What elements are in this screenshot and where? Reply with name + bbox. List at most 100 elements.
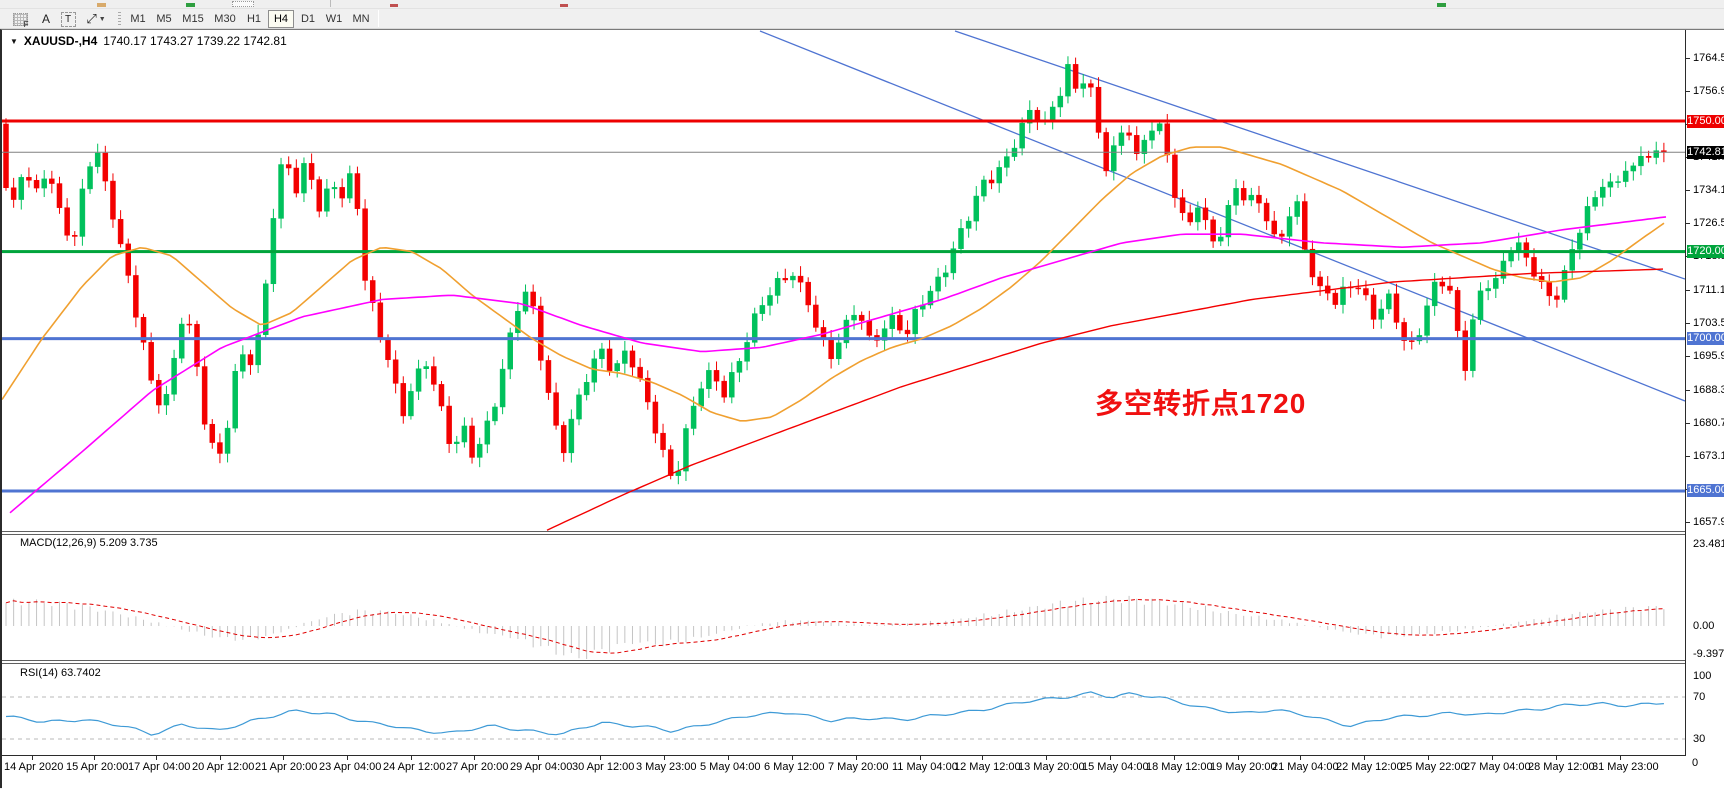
text-label-tool-button[interactable]: A bbox=[34, 10, 58, 28]
diagonal-arrows-icon: ⤢ bbox=[86, 11, 97, 26]
timeframe-button-M15[interactable]: M15 bbox=[182, 13, 204, 25]
price-tick-mark bbox=[1686, 422, 1690, 424]
time-axis-label: 31 May 23:00 bbox=[1592, 761, 1659, 773]
rsi-line bbox=[5, 691, 1664, 736]
price-badge-1700.00: 1700.00 bbox=[1687, 332, 1724, 346]
time-tick-mark bbox=[220, 756, 221, 760]
clipped-icon bbox=[390, 4, 398, 7]
time-axis-label: 28 May 12:00 bbox=[1528, 761, 1595, 773]
time-tick-mark bbox=[856, 756, 857, 760]
grid-icon: F bbox=[12, 12, 29, 29]
macd-label: MACD(12,26,9) 5.209 3.735 bbox=[20, 537, 158, 549]
time-tick-mark bbox=[538, 756, 539, 760]
timeframe-button-M1[interactable]: M1 bbox=[130, 13, 146, 25]
macd-layer bbox=[5, 595, 1665, 659]
time-axis-label: 5 May 04:00 bbox=[700, 761, 761, 773]
price-tick-label: 1756.90 bbox=[1693, 84, 1724, 97]
timeframe-button-M5[interactable]: M5 bbox=[156, 13, 172, 25]
time-axis-label: 23 Apr 04:00 bbox=[319, 761, 382, 773]
horizontal-lines-layer[interactable] bbox=[2, 119, 1685, 493]
time-tick-mark bbox=[94, 756, 95, 760]
timeframe-button-H4[interactable]: H4 bbox=[268, 10, 294, 28]
clipped-icon bbox=[232, 1, 254, 7]
time-tick-mark bbox=[1620, 756, 1621, 760]
timeframe-button-D1[interactable]: D1 bbox=[300, 13, 316, 25]
ma-mid-magenta bbox=[9, 216, 1667, 514]
time-tick-mark bbox=[1300, 756, 1301, 760]
price-tick-mark bbox=[1686, 57, 1690, 59]
toolbar-grip-handle[interactable] bbox=[118, 12, 121, 26]
time-axis[interactable]: 14 Apr 2020 15 Apr 20:00 17 Apr 04:00 20 Ap… bbox=[2, 755, 1724, 789]
price-tick-mark bbox=[1686, 290, 1690, 292]
clipped-icon bbox=[97, 3, 106, 7]
time-axis-label: 15 Apr 20:00 bbox=[66, 761, 129, 773]
price-tick-label: 1657.90 bbox=[1693, 515, 1724, 528]
price-tick-mark bbox=[1686, 190, 1690, 192]
rsi-layer bbox=[2, 691, 1685, 740]
time-tick-mark bbox=[1556, 756, 1557, 760]
macd-axis-label: -9.397 bbox=[1693, 648, 1724, 660]
price-badge-1742.81: 1742.81 bbox=[1687, 145, 1724, 159]
chart-window: ▼ XAUUSD-,H4 1740.17 1743.27 1739.22 174… bbox=[0, 29, 1724, 789]
time-tick-mark bbox=[283, 756, 284, 760]
hline-1750[interactable] bbox=[2, 119, 1685, 123]
time-axis-label: 13 May 20:00 bbox=[1018, 761, 1085, 773]
hline-1665[interactable] bbox=[2, 489, 1685, 493]
cursor-arrows-tool-button[interactable]: ⤢ ▼ bbox=[84, 10, 108, 28]
clipped-divider bbox=[330, 0, 331, 7]
time-tick-mark bbox=[32, 756, 33, 760]
rsi-label: RSI(14) 63.7402 bbox=[20, 667, 101, 679]
macd-axis-label: 0.00 bbox=[1693, 620, 1715, 632]
chart-title: ▼ XAUUSD-,H4 1740.17 1743.27 1739.22 174… bbox=[10, 34, 287, 48]
price-tick-label: 1734.10 bbox=[1693, 184, 1724, 197]
time-tick-mark bbox=[411, 756, 412, 760]
price-tick-mark bbox=[1686, 356, 1690, 358]
hline-1700[interactable] bbox=[2, 337, 1685, 341]
time-axis-label: 7 May 20:00 bbox=[828, 761, 889, 773]
clipped-icon bbox=[560, 4, 568, 7]
chart-canvas[interactable] bbox=[2, 30, 1685, 789]
price-axis[interactable]: 1764.501756.901749.301741.701734.101726.… bbox=[1685, 30, 1724, 756]
clipped-icon bbox=[186, 3, 195, 7]
toolbar-edge-divider bbox=[378, 10, 379, 27]
clipped-toolbar-row bbox=[0, 0, 1724, 9]
price-tick-label: 1726.50 bbox=[1693, 217, 1724, 230]
timeframe-button-W1[interactable]: W1 bbox=[325, 13, 343, 25]
time-axis-label: 21 Apr 20:00 bbox=[255, 761, 318, 773]
timeframe-button-H1[interactable]: H1 bbox=[246, 13, 262, 25]
panel-splitter-rsi[interactable] bbox=[2, 660, 1685, 664]
hline-1720[interactable] bbox=[2, 250, 1685, 254]
time-axis-label: 15 May 04:00 bbox=[1082, 761, 1149, 773]
ma-fast-orange bbox=[2, 146, 1665, 422]
time-tick-mark bbox=[664, 756, 665, 760]
time-tick-mark bbox=[728, 756, 729, 760]
time-axis-label: 19 May 20:00 bbox=[1210, 761, 1277, 773]
time-axis-label: 27 Apr 20:00 bbox=[446, 761, 509, 773]
time-tick-mark bbox=[792, 756, 793, 760]
time-tick-mark bbox=[600, 756, 601, 760]
time-axis-label: 17 Apr 04:00 bbox=[128, 761, 191, 773]
time-tick-mark bbox=[1428, 756, 1429, 760]
time-axis-label: 22 May 12:00 bbox=[1336, 761, 1403, 773]
chart-symbol-label: XAUUSD-,H4 bbox=[23, 34, 98, 48]
time-tick-mark bbox=[1492, 756, 1493, 760]
time-tick-mark bbox=[1238, 756, 1239, 760]
price-tick-mark bbox=[1686, 455, 1690, 457]
price-tick-label: 1680.70 bbox=[1693, 416, 1724, 429]
text-box-tool-button[interactable]: T bbox=[56, 10, 80, 28]
pattern-grid-tool-button[interactable]: F bbox=[8, 10, 32, 29]
text-box-icon: T bbox=[60, 11, 76, 27]
price-tick-mark bbox=[1686, 389, 1690, 391]
timeframe-button-MN[interactable]: MN bbox=[352, 13, 370, 25]
price-tick-label: 1764.50 bbox=[1693, 51, 1724, 64]
time-tick-mark bbox=[1110, 756, 1111, 760]
rsi-axis-label: 30 bbox=[1693, 733, 1706, 745]
rsi-axis-label: 70 bbox=[1693, 691, 1706, 703]
panel-splitter-macd[interactable] bbox=[2, 531, 1685, 535]
dropdown-caret-icon: ▼ bbox=[98, 15, 106, 23]
timeframe-button-M30[interactable]: M30 bbox=[214, 13, 236, 25]
chart-dropdown-icon[interactable]: ▼ bbox=[10, 36, 18, 46]
time-axis-label: 25 May 22:00 bbox=[1400, 761, 1467, 773]
chart-annotation-text[interactable]: 多空转折点1720 bbox=[1095, 388, 1307, 419]
rsi-axis-label: 100 bbox=[1693, 670, 1712, 682]
